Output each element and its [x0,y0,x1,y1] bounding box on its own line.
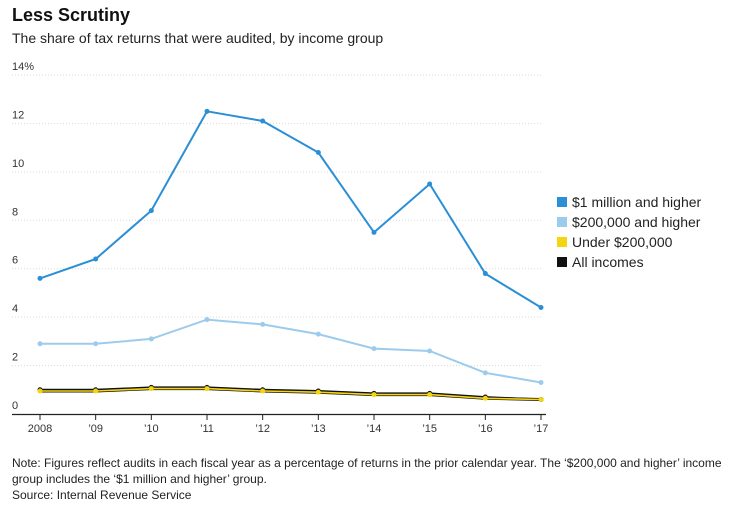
x-tick-label: ’16 [478,423,493,435]
legend-swatch [557,237,567,247]
legend-item-all-incomes: All incomes [557,254,644,270]
data-point [37,275,43,281]
data-point [538,304,544,310]
legend-item-1-million-and-higher: $1 million and higher [557,194,702,210]
data-point [204,317,210,323]
footnote-note: Note: Figures reflect audits in each fis… [12,456,722,486]
data-point [427,181,433,187]
data-point [93,388,99,394]
legend-item-200-000-and-higher: $200,000 and higher [557,214,701,230]
x-tick-label: 2008 [28,423,52,435]
data-point [315,389,321,395]
legend: $1 million and higher $200,000 and higher… [557,194,702,270]
data-point [315,331,321,337]
data-point [482,395,488,401]
y-tick-label: 10 [12,158,24,170]
y-tick-label: 12 [12,109,24,121]
legend-label: $200,000 and higher [572,214,701,230]
legend-swatch [557,217,567,227]
legend-item-under-200-000: Under $200,000 [557,234,673,250]
chart-title: Less Scrutiny [12,5,131,25]
data-point [93,256,99,262]
data-point [427,348,433,354]
legend-label: All incomes [572,254,644,270]
series-line [39,110,542,309]
y-tick-label: 8 [12,206,18,218]
data-point [204,108,210,114]
legend-swatch [557,197,567,207]
x-tick-label: ’14 [367,423,382,435]
data-point [260,321,266,327]
data-point [93,341,99,347]
x-tick-label: ’10 [144,423,159,435]
x-tick-label: ’11 [200,423,214,435]
data-point [427,392,433,398]
chart-subtitle: The share of tax returns that were audit… [12,30,384,46]
data-point [260,118,266,124]
series-1-million-and-higher [37,108,544,310]
data-point [371,346,377,352]
series-200-000-and-higher [37,317,544,386]
y-tick-label: 6 [12,255,18,267]
y-tick-label: 4 [12,303,18,315]
series-under-200-000 [37,386,544,402]
x-tick-label: ’17 [534,423,549,435]
data-point [538,380,544,386]
y-tick-label: 0 [12,400,18,412]
series-all-incomes [37,384,544,402]
x-tick-label: ’15 [422,423,437,435]
grid: 0 2 4 6 8 10 12 14% [12,61,541,412]
data-point [148,208,154,214]
x-tick-label: ’13 [311,423,326,435]
line-chart: 0 2 4 6 8 10 12 14% 2008 ’09 ’10 ’11 ’12 ’13 ’14 ’15 ’1… [12,61,702,435]
data-point [482,271,488,277]
data-point [371,229,377,235]
x-tick-label: ’09 [88,423,103,435]
legend-swatch [557,257,567,267]
data-point [37,388,43,394]
data-point [315,149,321,155]
footnote-source: Source: Internal Revenue Service [12,488,192,502]
series-line [40,387,542,401]
data-point [371,392,377,398]
data-point [148,386,154,392]
x-axis: 2008 ’09 ’10 ’11 ’12 ’13 ’14 ’15 ’16 ’17 [12,413,549,435]
data-point [260,388,266,394]
series-group [37,108,544,402]
data-point [148,336,154,342]
data-point [37,341,43,347]
data-point [482,370,488,376]
x-tick-label: ’12 [255,423,270,435]
data-point [538,396,544,402]
data-point [204,386,210,392]
series-line [40,318,542,384]
y-tick-label: 2 [12,352,18,364]
legend-label: $1 million and higher [572,194,702,210]
footnote: Note: Figures reflect audits in each fis… [12,455,727,503]
y-tick-label: 14% [12,61,34,73]
legend-label: Under $200,000 [572,234,673,250]
